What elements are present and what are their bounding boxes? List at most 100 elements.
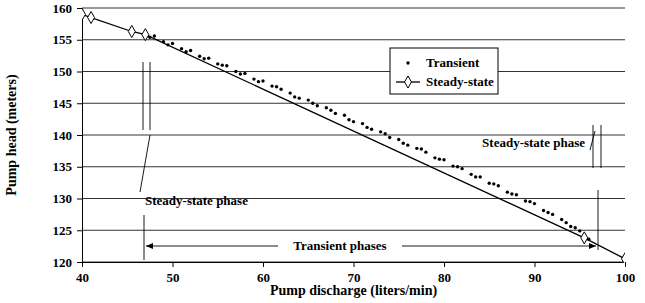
tick-label: 120 (53, 255, 73, 270)
point (560, 218, 563, 221)
point (460, 167, 463, 170)
tick-mark (77, 135, 82, 136)
tick: 130 (53, 191, 83, 206)
point (469, 173, 472, 176)
tick: 40 (76, 262, 89, 285)
point (474, 175, 477, 178)
point (497, 184, 500, 187)
grid-line (82, 230, 625, 231)
point (234, 70, 237, 73)
point (343, 114, 346, 117)
tick-label: 90 (529, 270, 542, 285)
tick-label: 40 (76, 270, 89, 285)
point (202, 57, 205, 60)
point (564, 221, 567, 224)
legend-box (390, 48, 498, 94)
point (524, 199, 527, 202)
axis-line (83, 263, 626, 268)
tick-label: 155 (53, 32, 73, 47)
point (307, 98, 310, 101)
point (424, 150, 427, 153)
tick-mark (77, 230, 82, 231)
marker (581, 232, 588, 244)
tick-mark (263, 262, 264, 267)
tick: 50 (167, 262, 180, 285)
annotations: Steady-state phaseSteady-state phaseTran… (140, 62, 601, 260)
point (365, 126, 368, 129)
point (488, 182, 491, 185)
annotation-line (140, 135, 150, 192)
annotation-line (144, 215, 145, 260)
y-axis-title: Pump head (meters) (4, 74, 20, 196)
axis-line (77, 9, 83, 263)
annotation: Steady-state phase (482, 135, 585, 150)
point (451, 164, 454, 167)
grid-line (82, 166, 625, 167)
tick: 145 (53, 96, 83, 111)
tick-label: 135 (53, 159, 73, 174)
point (542, 209, 545, 212)
y-axis: 120125130135140145150155160 (53, 1, 83, 270)
tick: 160 (53, 1, 83, 16)
point (279, 88, 282, 91)
tick-label: 80 (438, 270, 451, 285)
point (270, 84, 273, 87)
tick: 150 (53, 64, 83, 79)
tick-mark (77, 103, 82, 104)
point (171, 42, 174, 45)
tick-mark (77, 199, 82, 200)
point (316, 104, 319, 107)
point (492, 182, 495, 185)
marker (88, 11, 95, 23)
tick-mark (77, 72, 82, 73)
tick-mark (354, 262, 355, 267)
tick: 60 (257, 262, 270, 285)
point (198, 55, 201, 58)
tick: 70 (348, 262, 361, 285)
point (361, 122, 364, 125)
tick: 135 (53, 159, 83, 174)
tick-label: 150 (53, 64, 73, 79)
arrow-head (146, 243, 153, 249)
annotation-line (143, 62, 144, 130)
annotation-line (593, 125, 594, 168)
point (216, 62, 219, 65)
marker (82, 8, 85, 20)
arrow-head (589, 243, 596, 249)
point (153, 34, 156, 37)
legend-label: Transient (426, 55, 480, 70)
point (261, 79, 264, 82)
legend-swatch (405, 76, 412, 88)
marker (128, 25, 135, 37)
x-axis: 40 50 60 70 80 90 100 (76, 262, 635, 285)
tick-label: 125 (53, 223, 73, 238)
tick-mark (77, 167, 82, 168)
tick-label: 100 (616, 270, 636, 285)
tick: 125 (53, 223, 83, 238)
point (288, 91, 291, 94)
tick: 155 (53, 32, 83, 47)
series (82, 8, 625, 263)
legend-entry: Steady-state (396, 74, 494, 89)
tick-mark (444, 262, 445, 267)
tick-mark (77, 8, 82, 9)
point (533, 202, 536, 205)
point (406, 143, 409, 146)
legend: Transient Steady-state (390, 48, 498, 94)
point (252, 77, 255, 80)
point (243, 72, 246, 75)
point (438, 157, 441, 160)
point (420, 147, 423, 150)
legend-entry: Transient (406, 55, 480, 70)
point (510, 192, 513, 195)
tick: 90 (529, 262, 542, 285)
legend-swatch (406, 61, 409, 64)
point (180, 47, 183, 50)
point (370, 128, 373, 131)
point (311, 102, 314, 105)
tick-mark (625, 262, 626, 267)
point (415, 147, 418, 150)
tick: 80 (438, 262, 451, 285)
point (397, 138, 400, 141)
point (515, 193, 518, 196)
